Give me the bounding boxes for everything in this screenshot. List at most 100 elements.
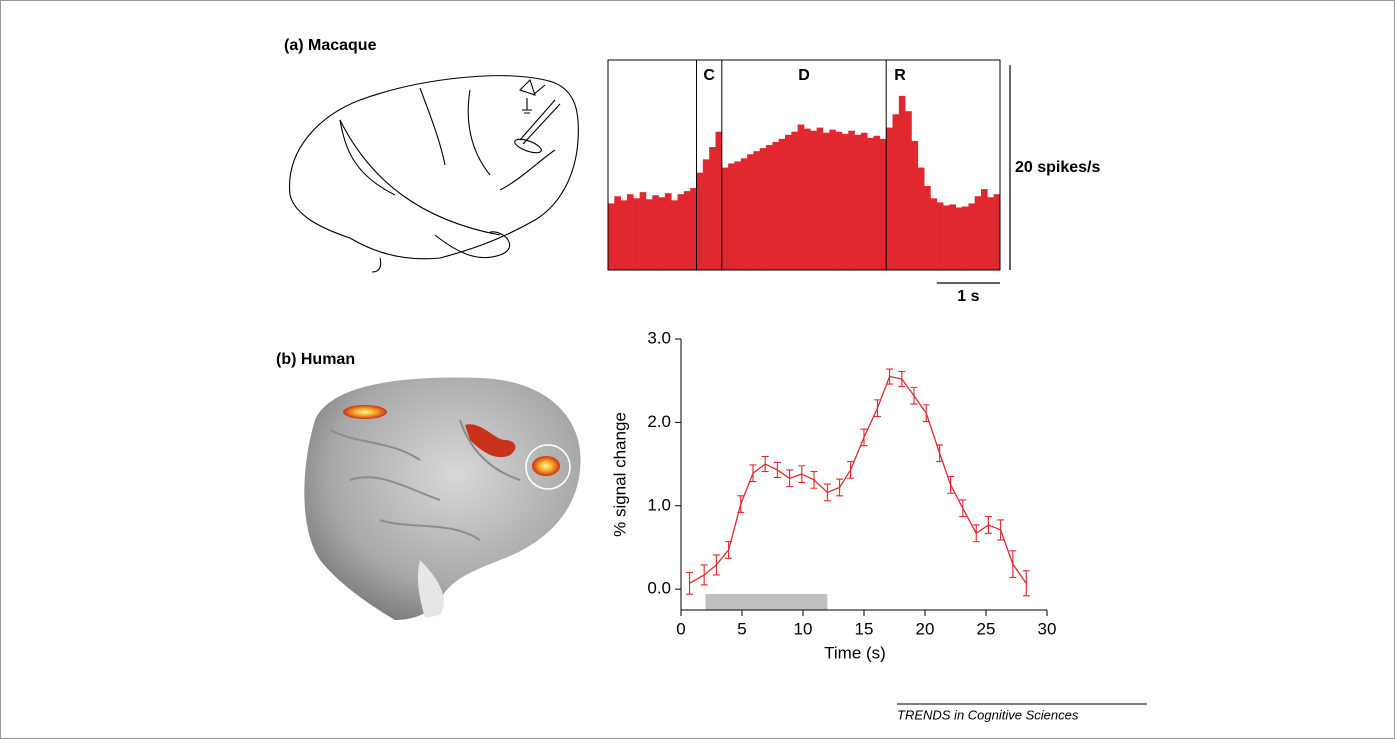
error-bar	[810, 472, 817, 489]
histogram-bar	[772, 142, 779, 270]
error-bar	[1009, 551, 1016, 578]
error-bar	[985, 517, 992, 534]
histogram-bar	[848, 131, 855, 270]
histogram-bar	[943, 205, 950, 270]
error-bar	[836, 479, 843, 496]
histogram-bar	[766, 145, 773, 270]
error-bar	[774, 462, 781, 477]
histogram-bar	[703, 159, 710, 270]
histogram-bar	[861, 133, 868, 270]
histogram-bar	[659, 197, 666, 270]
error-bar	[725, 542, 732, 559]
scale-bar-label: 20 spikes/s	[1015, 159, 1101, 176]
x-tick-label: 20	[916, 619, 935, 638]
x-tick-label: 10	[794, 619, 813, 638]
human-brain	[304, 377, 580, 620]
error-bar	[786, 470, 793, 487]
error-bar	[1023, 571, 1030, 596]
histogram-bar	[652, 195, 659, 270]
histogram-bar	[842, 134, 849, 270]
frame	[1, 1, 1395, 739]
histogram-bar	[646, 199, 653, 270]
y-tick-label: 1.0	[647, 495, 671, 514]
panel-label: (b) Human	[276, 351, 355, 368]
y-tick-label: 0.0	[647, 579, 671, 598]
histogram-bar	[836, 132, 843, 270]
histogram-bar	[715, 132, 722, 270]
histogram-bar	[728, 163, 735, 270]
credit: TRENDS in Cognitive Sciences	[897, 707, 1079, 722]
histogram-bar	[722, 168, 729, 270]
histogram-bar	[880, 139, 887, 270]
histogram-bar	[671, 200, 678, 270]
x-tick-label: 30	[1038, 619, 1057, 638]
histogram-bar	[956, 208, 963, 270]
histogram-bar	[817, 128, 824, 270]
epoch-label: D	[798, 67, 810, 84]
histogram-bar	[855, 135, 862, 270]
histogram-bar	[886, 128, 893, 270]
histogram-bar	[911, 141, 918, 270]
epoch-label: R	[894, 67, 906, 84]
histogram-bar	[968, 203, 975, 270]
y-tick-label: 3.0	[647, 328, 671, 347]
histogram-bar	[690, 188, 697, 270]
histogram-bar	[905, 111, 912, 270]
histogram-bar	[893, 114, 900, 270]
histogram-bar	[678, 194, 685, 270]
histogram-bar	[779, 139, 786, 270]
error-bar	[824, 484, 831, 501]
error-bar	[701, 565, 708, 585]
error-bar	[713, 555, 720, 575]
histogram-bar	[709, 147, 716, 270]
histogram-bar	[829, 130, 836, 270]
histogram-bar	[747, 154, 754, 270]
histogram-bar	[975, 196, 982, 270]
histogram-bar	[987, 197, 994, 270]
macaque-brain	[290, 76, 579, 272]
x-tick-label: 25	[977, 619, 996, 638]
histogram-bar	[804, 129, 811, 270]
panel-label: (a) Macaque	[284, 37, 377, 54]
histogram-bar	[608, 203, 615, 270]
scale-bar-label: 1 s	[957, 288, 979, 305]
histogram-bar	[741, 158, 748, 270]
histogram-bar	[899, 96, 906, 270]
figure: (a) Macaque (b) Human TRENDS in Cognitiv…	[0, 0, 1395, 739]
x-tick-label: 15	[855, 619, 874, 638]
histogram-bar	[791, 132, 798, 270]
histogram-bar	[621, 200, 628, 270]
histogram-bar	[867, 138, 874, 270]
y-axis-title: % signal change	[610, 412, 629, 537]
y-tick-label: 2.0	[647, 412, 671, 431]
error-bar	[686, 572, 693, 594]
histogram-bar	[810, 131, 817, 270]
histogram-bar	[918, 168, 925, 270]
x-tick-label: 0	[676, 619, 685, 638]
error-bar	[798, 466, 805, 483]
error-bar	[762, 457, 769, 472]
histogram-bar	[640, 192, 647, 270]
histogram-bar	[753, 151, 760, 270]
x-tick-label: 5	[737, 619, 746, 638]
histogram-bar	[937, 202, 944, 270]
histogram-bar	[798, 125, 805, 270]
histogram-bar	[785, 135, 792, 270]
histogram-bar	[665, 193, 672, 270]
histogram-bar	[734, 161, 741, 270]
x-axis-title: Time (s)	[824, 643, 886, 662]
epoch-label: C	[703, 67, 715, 84]
stimulus-bar	[705, 594, 827, 610]
histogram-bar	[627, 194, 634, 270]
histogram-bar	[633, 198, 640, 270]
histogram-bar	[823, 133, 830, 270]
histogram-bar	[930, 198, 937, 270]
histogram-bar	[684, 191, 691, 270]
histogram-bar	[949, 204, 956, 270]
histogram-bar	[962, 206, 969, 270]
histogram-bar	[994, 194, 1001, 270]
histogram-bar	[874, 136, 881, 270]
error-bar	[911, 387, 918, 404]
histogram-bar	[697, 173, 704, 270]
histogram-bar	[614, 196, 621, 270]
